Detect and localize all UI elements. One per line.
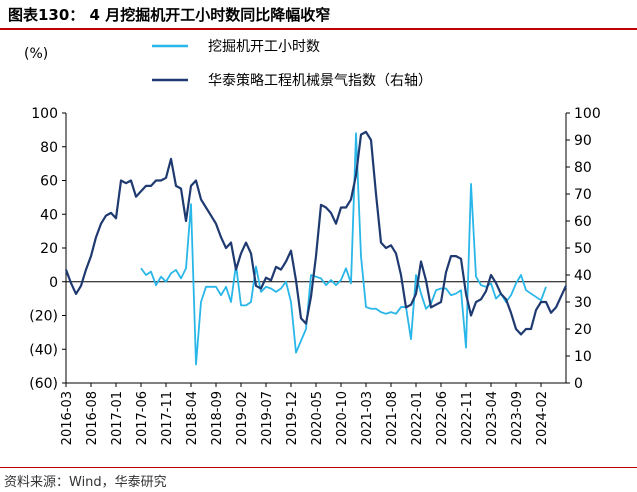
title-rule <box>0 28 637 30</box>
x-tick-label: 2019-07 <box>260 391 275 445</box>
x-tick-label: 2020-05 <box>310 391 325 445</box>
chart-title: 图表130： 4 月挖掘机开工小时数同比降幅收窄 <box>8 6 331 24</box>
x-tick-label: 2022-01 <box>410 391 425 445</box>
left-tick-label: 40 <box>40 207 58 223</box>
x-tick-label: 2021-08 <box>385 391 400 445</box>
x-tick-label: 2019-12 <box>285 391 300 445</box>
x-tick-label: 2017-11 <box>160 391 175 445</box>
x-tick-label: 2016-03 <box>60 391 75 445</box>
right-tick-label: 70 <box>574 187 592 203</box>
x-axis: 2016-03 2016-08 2017-01 2017-06 2017-11 2018-… <box>60 383 550 445</box>
x-tick-label: 2017-06 <box>135 391 150 445</box>
right-tick-label: 10 <box>574 349 592 365</box>
series-line-machinery-index <box>64 130 567 336</box>
right-tick-label: 20 <box>574 322 592 338</box>
x-tick-label: 2021-03 <box>360 391 375 445</box>
legend-label: 挖掘机开工小时数 <box>208 39 320 55</box>
right-tick-label: 80 <box>574 160 592 176</box>
right-tick-label: 50 <box>574 241 592 257</box>
right-tick-label: 90 <box>574 133 592 149</box>
series-line-excavator-hours <box>140 132 547 366</box>
left-tick-label: (20) <box>29 309 58 325</box>
right-tick-label: 30 <box>574 295 592 311</box>
x-tick-label: 2018-04 <box>185 391 200 445</box>
left-tick-label: 100 <box>31 106 58 122</box>
x-tick-label: 2023-09 <box>510 391 525 445</box>
left-tick-label: 20 <box>40 241 58 257</box>
left-tick-label: 0 <box>49 275 58 291</box>
series-layer <box>64 130 567 366</box>
right-tick-label: 60 <box>574 214 592 230</box>
x-tick-label: 2020-10 <box>335 391 350 445</box>
right-tick-label: 0 <box>574 376 583 392</box>
x-tick-label: 2016-08 <box>85 391 100 445</box>
x-tick-label: 2022-06 <box>435 391 450 445</box>
x-tick-label: 2017-01 <box>110 391 125 445</box>
right-tick-label: 40 <box>574 268 592 284</box>
left-tick-label: 60 <box>40 174 58 190</box>
x-tick-label: 2024-02 <box>535 391 550 445</box>
x-tick-label: 2018-09 <box>210 391 225 445</box>
left-tick-label: 80 <box>40 140 58 156</box>
legend-label: 华泰策略工程机械景气指数（右轴） <box>208 72 432 89</box>
x-tick-label: 2022-11 <box>460 391 475 445</box>
right-tick-label: 100 <box>574 106 601 122</box>
source-note: 资料来源：Wind，华泰研究 <box>4 475 167 490</box>
left-axis-label: (%) <box>24 46 48 62</box>
left-tick-label: (40) <box>29 342 58 358</box>
x-tick-label: 2019-02 <box>235 391 250 445</box>
left-y-axis: 100 80 60 40 20 0 (20) (40) (60) <box>29 106 66 392</box>
source-rule <box>0 467 637 468</box>
left-tick-label: (60) <box>29 376 58 392</box>
x-tick-label: 2023-04 <box>485 391 500 445</box>
